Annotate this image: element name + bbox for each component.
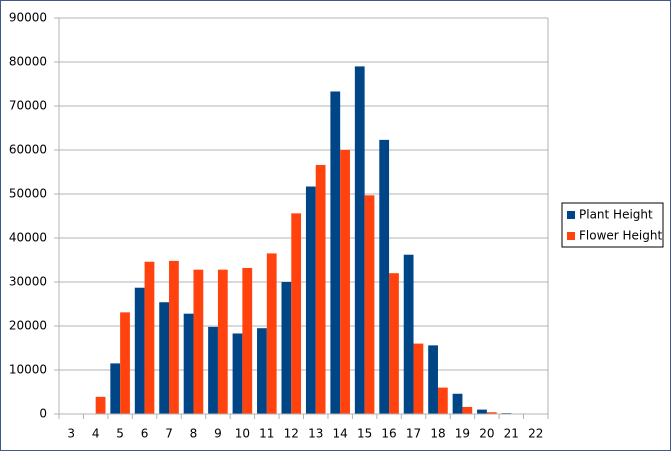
bar [428,345,438,414]
bar [242,267,253,414]
y-tick-label: 90000 [9,11,47,25]
bar [403,254,414,414]
x-tick-label: 21 [504,427,519,441]
x-tick-label: 6 [141,427,149,441]
legend-box [561,202,664,248]
x-tick-label: 17 [406,427,421,441]
bar [120,312,130,414]
x-tick-label: 3 [67,427,75,441]
x-tick-label: 12 [284,427,299,441]
bar [340,150,350,414]
y-tick-label: 20000 [9,319,47,333]
y-tick-label: 40000 [9,231,47,245]
x-tick-label: 14 [333,427,348,441]
x-tick-label: 4 [92,427,100,441]
bar [169,260,179,414]
bar [134,287,145,414]
x-tick-label: 13 [308,427,323,441]
bar [486,412,497,414]
x-tick-label: 11 [259,427,274,441]
bar [217,269,228,414]
bar [413,343,424,414]
y-tick-label: 60000 [9,143,47,157]
bar [281,282,292,414]
x-tick-label: 9 [214,427,222,441]
y-tick-label: 30000 [9,275,47,289]
x-tick-label: 8 [190,427,198,441]
x-tick-label: 22 [528,427,543,441]
bar [364,195,375,414]
bar [159,302,170,414]
bar [437,387,448,414]
bar [193,269,204,414]
bar [477,409,487,414]
bar [291,213,302,414]
x-tick-label: 5 [116,427,124,441]
legend-label: Flower Height [579,229,662,243]
x-tick-label: 19 [455,427,470,441]
legend-label: Plant Height [579,208,653,222]
legend-swatch [567,232,575,240]
bar [266,253,277,414]
x-tick-label: 7 [165,427,173,441]
bar [232,333,243,414]
bar [315,164,326,414]
bar [330,91,341,414]
bar [305,186,316,414]
bar [183,313,194,414]
y-tick-label: 70000 [9,99,47,113]
y-tick-label: 10000 [9,363,47,377]
bar [354,66,365,415]
y-tick-label: 50000 [9,187,47,201]
bar [110,363,121,414]
x-tick-label: 10 [235,427,250,441]
x-tick-label: 20 [479,427,494,441]
x-tick-label: 16 [381,427,396,441]
bar [389,273,399,414]
bar [257,328,267,414]
x-tick-label: 15 [357,427,372,441]
bar [144,261,155,414]
bar [95,396,106,414]
y-tick-label: 0 [39,407,47,421]
bar [379,139,390,414]
x-tick-label: 18 [430,427,445,441]
y-tick-label: 80000 [9,55,47,69]
bar [208,326,218,414]
legend-swatch [567,211,575,219]
bar [462,406,473,414]
bar [452,393,463,414]
